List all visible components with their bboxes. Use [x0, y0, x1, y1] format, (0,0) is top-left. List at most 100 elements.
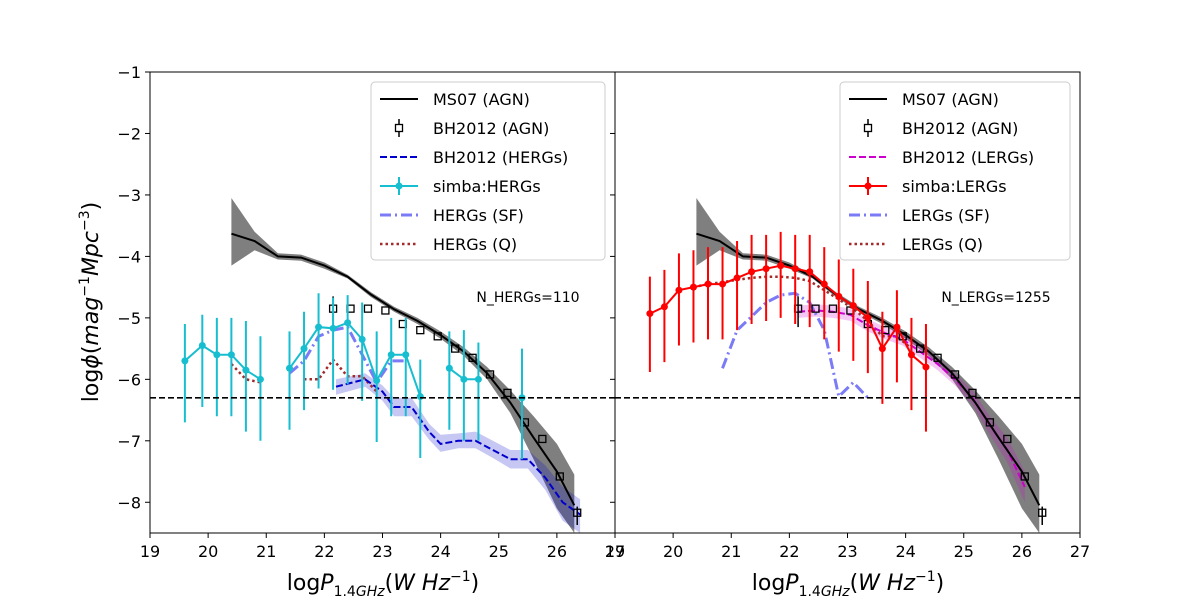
left-y-tick-label: −1 [117, 63, 141, 82]
right-series-simba-lergs-point [748, 268, 756, 276]
left-series-bh2012-agn-point [503, 388, 512, 398]
left-x-tick-label: 25 [489, 542, 509, 561]
left-legend-handle-simba-hergs [395, 182, 403, 190]
left-y-tick-label: −6 [117, 370, 141, 389]
right-series-simba-lergs-point [733, 274, 741, 282]
right-series-bh2012-agn-point [985, 418, 995, 427]
left-x-tick-label: 20 [198, 542, 218, 561]
right-series-simba-lergs-point [777, 262, 785, 270]
left-legend-label: HERGs (Q) [433, 235, 517, 254]
right-series-bh2012-agn-point [811, 304, 820, 313]
right-series-simba-lergs-point [762, 265, 770, 273]
left-series-simba-hergs-point [300, 345, 308, 353]
left-x-tick-label: 22 [314, 542, 334, 561]
right-series-simba-lergs-point [806, 268, 814, 276]
left-legend-label: HERGs (SF) [433, 206, 524, 225]
left-series-simba-hergs-point [256, 375, 264, 383]
left-y-tick-label: −4 [117, 247, 141, 266]
right-series-simba-lergs-point [864, 314, 872, 322]
right-legend-label: simba:LERGs [902, 177, 1007, 196]
right-legend-handle-simba-lergs [864, 182, 872, 190]
right-series-bh2012-agn-point [916, 344, 925, 353]
right-x-tick-label: 25 [954, 542, 974, 561]
left-legend-handle-bh2012-agn [394, 123, 404, 133]
left-series-hergs-q-line-1 [304, 357, 378, 393]
right-series-bh2012-agn-point [933, 353, 942, 362]
right-legend-handle-bh2012-agn [863, 123, 873, 133]
left-series-simba-hergs-point [416, 393, 424, 401]
plot-area-right [615, 198, 1080, 533]
left-y-tick-label: −7 [117, 432, 141, 451]
left-series-bh2012-agn-point [416, 326, 425, 335]
left-series-bh2012-agn-point [433, 332, 442, 341]
right-series-simba-lergs-point [704, 280, 712, 288]
left-series-simba-hergs-point [286, 364, 293, 372]
left-series-bh2012-agn-point [555, 472, 564, 481]
right-series-simba-lergs-point [835, 292, 843, 300]
right-x-tick-label: 21 [721, 542, 741, 561]
left-legend-label: MS07 (AGN) [433, 90, 530, 109]
left-legend-label: simba:HERGs [433, 177, 541, 196]
left-series-simba-hergs-point [402, 351, 410, 359]
right-series-bh2012-agn-point [828, 304, 838, 313]
left-legend: MS07 (AGN) BH2012 (AGN) BH2012 (HERGs) simb… [370, 81, 606, 261]
right-count-annotation: N_LERGs=1255 [941, 290, 1050, 306]
right-legend-label: LERGs (SF) [902, 206, 990, 225]
left-legend-box [370, 81, 606, 261]
y-axis-title: logϕ(mag−1Mpc−3) [77, 202, 104, 402]
right-x-tick-label: 19 [605, 542, 625, 561]
left-series-hergs-q-line-0 [230, 363, 261, 384]
left-series-simba-hergs-point [387, 351, 395, 359]
left-series-bh2012-hergs-band [336, 373, 581, 533]
x-axis-title-left: logP1.4GHz(W Hz−1) [287, 569, 480, 600]
left-series-simba-hergs-point [329, 324, 337, 332]
left-y-tick-label: −5 [117, 309, 141, 328]
left-series-simba-hergs-point [373, 377, 381, 385]
right-series-simba-lergs-point [878, 345, 886, 353]
left-x-tick-label: 19 [140, 542, 160, 561]
left-series-bh2012-agn-point [538, 434, 547, 444]
right-x-tick-label: 27 [1070, 542, 1090, 561]
right-series-simba-lergs-point [849, 302, 857, 310]
left-series-bh2012-agn-point [573, 508, 582, 517]
right-legend-label: LERGs (Q) [902, 235, 983, 254]
left-series-simba-hergs-point [213, 351, 221, 359]
left-series-simba-hergs-point [358, 335, 366, 343]
left-series-simba-hergs-point [344, 319, 352, 327]
left-series-bh2012-agn-point [485, 370, 495, 379]
right-legend-label: BH2012 (LERGs) [902, 148, 1034, 167]
left-series-simba-hergs-point [227, 351, 235, 359]
left-x-tick-label: 23 [372, 542, 392, 561]
left-y-tick-label: −8 [117, 493, 141, 512]
right-series-simba-lergs-point [689, 283, 697, 291]
left-x-tick-label: 26 [547, 542, 567, 561]
right-series-bh2012-agn-point [968, 388, 977, 398]
right-series-simba-lergs-point [907, 351, 915, 359]
left-y-tick-label: −2 [117, 124, 141, 143]
left-count-annotation: N_HERGs=110 [476, 290, 579, 306]
left-series-bh2012-agn-point [381, 306, 390, 315]
left-series-simba-hergs-point [460, 375, 468, 383]
left-series-bh2012-agn-point [468, 353, 477, 362]
right-legend-label: MS07 (AGN) [902, 90, 999, 109]
left-legend-label: BH2012 (HERGs) [433, 148, 568, 167]
left-x-tick-label: 24 [430, 542, 450, 561]
left-series-bh2012-agn-point [451, 344, 460, 353]
left-series-simba-hergs-line-1 [288, 321, 422, 397]
left-series-simba-hergs-point [242, 366, 250, 374]
left-y-tick-label: −3 [117, 186, 141, 205]
right-series-simba-lergs-point [820, 280, 828, 288]
left-legend-label: BH2012 (AGN) [433, 119, 549, 138]
right-series-simba-lergs-point [660, 303, 668, 311]
left-series-simba-hergs-point [181, 357, 189, 365]
right-x-tick-label: 23 [837, 542, 857, 561]
right-x-tick-label: 26 [1012, 542, 1032, 561]
right-series-simba-lergs-point [893, 323, 901, 331]
right-series-simba-lergs-point [719, 280, 727, 288]
right-series-bh2012-agn-point [950, 370, 960, 379]
right-series-simba-lergs-point [675, 286, 683, 294]
left-series-simba-hergs-point [445, 364, 453, 372]
right-series-bh2012-agn-point [1038, 508, 1047, 517]
left-x-tick-label: 27 [605, 542, 625, 561]
